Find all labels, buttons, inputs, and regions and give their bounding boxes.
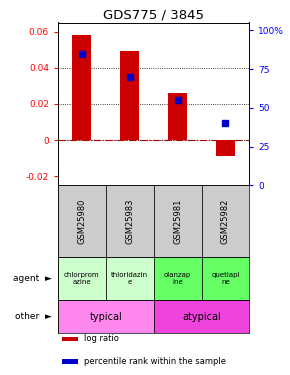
Bar xyxy=(154,185,202,257)
Bar xyxy=(58,300,154,333)
Text: typical: typical xyxy=(90,312,122,321)
Bar xyxy=(106,257,154,300)
Text: GSM25982: GSM25982 xyxy=(221,198,230,244)
Bar xyxy=(154,257,202,300)
Bar xyxy=(154,300,249,333)
Bar xyxy=(202,185,249,257)
Text: atypical: atypical xyxy=(182,312,221,321)
Bar xyxy=(168,93,187,140)
Text: olanzap
ine: olanzap ine xyxy=(164,272,191,285)
Text: GSM25981: GSM25981 xyxy=(173,198,182,244)
Bar xyxy=(106,185,154,257)
Bar xyxy=(202,257,249,300)
Text: percentile rank within the sample: percentile rank within the sample xyxy=(84,357,226,366)
Text: thioridazin
e: thioridazin e xyxy=(111,272,148,285)
Text: other  ►: other ► xyxy=(15,312,52,321)
Text: GSM25980: GSM25980 xyxy=(77,198,86,244)
Bar xyxy=(216,140,235,156)
Bar xyxy=(58,257,106,300)
Bar xyxy=(62,359,78,364)
Bar xyxy=(62,336,78,341)
Bar xyxy=(72,35,92,140)
Title: GDS775 / 3845: GDS775 / 3845 xyxy=(103,8,204,21)
Text: agent  ►: agent ► xyxy=(13,274,52,283)
Text: log ratio: log ratio xyxy=(84,334,119,343)
Text: GSM25983: GSM25983 xyxy=(125,198,134,244)
Text: chlorprom
azine: chlorprom azine xyxy=(64,272,100,285)
Bar xyxy=(58,185,106,257)
Bar xyxy=(120,51,139,140)
Text: quetiapi
ne: quetiapi ne xyxy=(211,272,240,285)
